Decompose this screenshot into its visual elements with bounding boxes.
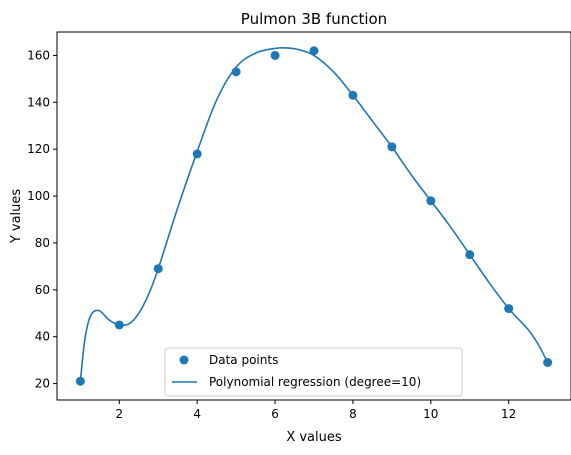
y-tick-label: 100	[27, 189, 50, 203]
y-tick-label: 40	[35, 330, 50, 344]
plot-area	[75, 46, 553, 386]
chart-title: Pulmon 3B function	[241, 10, 387, 28]
x-tick-label: 8	[349, 407, 357, 421]
legend-scatter-marker	[179, 355, 189, 365]
data-point	[270, 50, 280, 60]
data-point	[309, 46, 319, 56]
y-axis-label: Y values	[9, 189, 24, 245]
regression-line	[79, 46, 549, 382]
y-tick-label: 160	[27, 48, 50, 62]
axes-frame	[56, 31, 571, 401]
y-tick-label: 80	[35, 236, 50, 250]
legend-frame	[164, 347, 463, 397]
legend-label-data-points: Data points	[209, 353, 278, 367]
y-axis: 20 40 60 80 100 120 140 160	[27, 48, 57, 391]
x-tick-label: 6	[271, 407, 279, 421]
legend: Data points Polynomial regression (degre…	[164, 347, 463, 397]
y-tick-label: 120	[27, 142, 50, 156]
x-tick-label: 2	[115, 407, 123, 421]
x-axis-label: X values	[286, 430, 342, 445]
y-tick-label: 20	[35, 377, 50, 391]
y-tick-label: 140	[27, 95, 50, 109]
y-tick-label: 60	[35, 283, 50, 297]
x-tick-label: 10	[423, 407, 438, 421]
x-tick-label: 12	[501, 407, 516, 421]
x-axis: 2 4 6 8 10 12	[115, 400, 516, 421]
legend-label-regression: Polynomial regression (degree=10)	[209, 375, 421, 389]
x-tick-label: 4	[193, 407, 201, 421]
